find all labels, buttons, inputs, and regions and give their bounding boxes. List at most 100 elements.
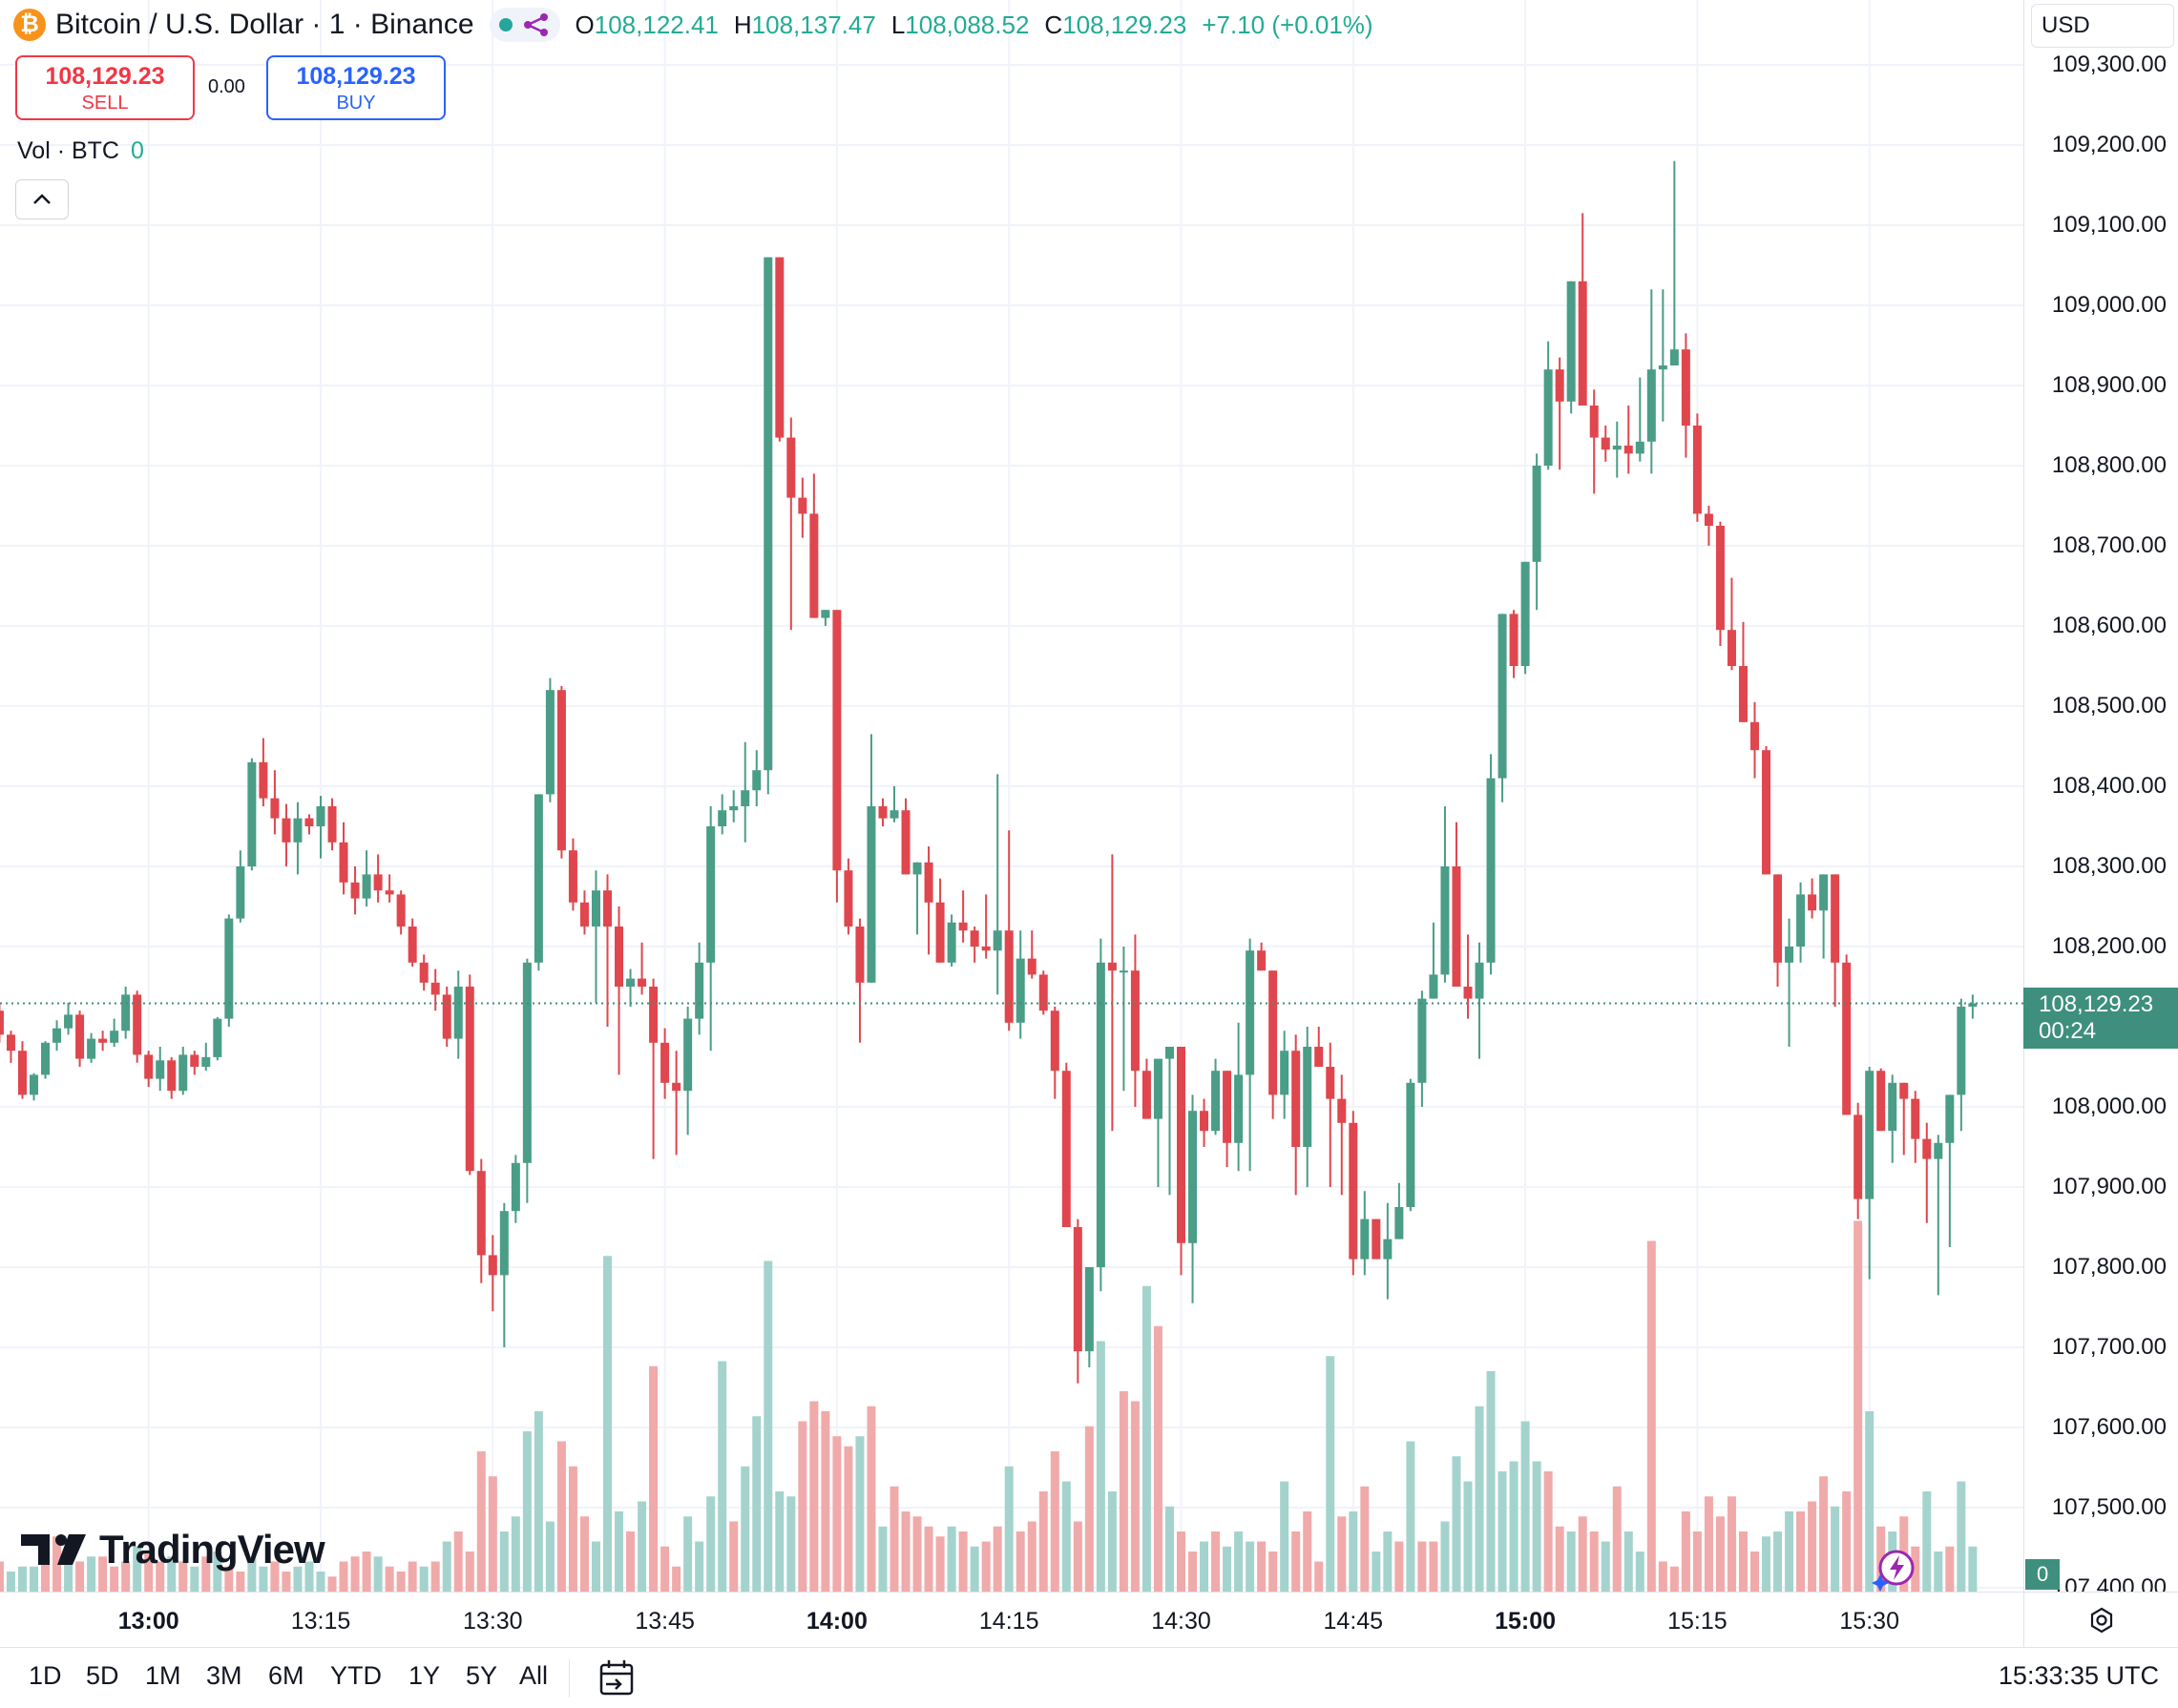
time-tick-label: 13:15 [290,1608,351,1635]
volume-bar [1004,1466,1014,1592]
lightning-assistant-icon[interactable] [1871,1546,1918,1592]
candle [396,890,406,935]
utc-clock[interactable]: 15:33:35 UTC [1998,1661,2159,1690]
candle-body [430,982,440,995]
bitcoin-logo-icon: ₿ [13,9,46,41]
volume-bar [339,1561,348,1592]
currency-select[interactable]: USD [2031,4,2174,48]
candle-body [327,806,337,843]
range-button-5y[interactable]: 5Y [466,1661,498,1690]
candle [832,610,842,903]
candle [1119,947,1128,1092]
candle [87,1032,96,1063]
candle [304,814,314,835]
candle [1934,1135,1943,1296]
chart-pane[interactable]: ₿ Bitcoin / U.S. Dollar · 1 · Binance O1… [0,0,2023,1592]
volume-bar [1853,1220,1863,1592]
chart-settings-corner[interactable] [2023,1592,2178,1647]
range-button-1y[interactable]: 1Y [408,1661,441,1690]
candle [1853,1102,1863,1219]
candle-body [30,1074,38,1095]
volume-bar [1876,1526,1886,1592]
candle [1865,1067,1874,1280]
candle-body [1463,987,1473,999]
range-button-5d[interactable]: 5D [86,1661,119,1690]
time-axis[interactable]: 13:00 13:15 13:30 13:45 14:00 14:15 14:30 14:45… [0,1592,2023,1647]
candle-body [156,1060,165,1079]
candle [1888,1074,1897,1163]
candle-body [236,866,245,919]
volume-bar [912,1516,922,1592]
volume-legend[interactable]: Vol · BTC 0 [17,137,144,165]
volume-bar [1762,1536,1771,1592]
candle-body [1658,365,1667,370]
price-tick-label: 108,300.00 [2051,853,2167,879]
volume-bar [1223,1546,1232,1592]
candle-body [1831,874,1840,963]
candle [1922,1122,1932,1223]
range-button-6m[interactable]: 6M [268,1661,304,1690]
range-button-1d[interactable]: 1D [29,1661,62,1690]
candle [316,796,325,859]
candle [499,1202,509,1347]
candle [1257,942,1267,971]
volume-bar [1692,1531,1702,1592]
candle-body [1406,1082,1415,1207]
candle [1223,1071,1232,1167]
volume-bar [832,1436,842,1592]
tradingview-logo[interactable]: TradingView [21,1527,325,1573]
candle [1280,1031,1289,1119]
candle [1475,942,1484,1059]
candle-body [981,947,991,951]
tradingview-logo-icon [21,1534,86,1565]
candle-body [1750,721,1759,751]
candle [259,738,268,806]
range-button-all[interactable]: All [519,1661,549,1690]
market-status-pill[interactable] [489,8,560,42]
range-button-3m[interactable]: 3M [206,1661,242,1690]
volume-bar [1773,1531,1783,1592]
candle [1876,1068,1886,1132]
price-axis[interactable]: 109,300.00 109,200.00 109,100.00 109,000.00… [2023,0,2178,1600]
candle [133,990,142,1063]
candle [591,870,600,1003]
candle [327,798,337,851]
volume-bar [1153,1325,1162,1592]
candle-body [282,818,291,843]
candle [156,1047,165,1092]
volume-bar [1291,1531,1301,1592]
volume-bar [1704,1496,1713,1592]
candle-body [1669,349,1679,365]
candle [1669,160,1679,365]
candle-body [304,818,314,826]
candle [1246,938,1255,1172]
candlestick-chart[interactable] [0,0,2023,1592]
buy-button[interactable]: 108,129.23 BUY [266,55,446,120]
candle-body [1532,466,1541,562]
sell-button[interactable]: 108,129.23 SELL [15,55,195,120]
candle-body [1211,1071,1221,1132]
candle-body [1234,1074,1244,1143]
range-button-ytd[interactable]: YTD [330,1661,382,1690]
volume-bar [764,1260,773,1592]
candle-body [695,962,704,1019]
price-tick-label: 108,200.00 [2051,933,2167,959]
collapse-legend-button[interactable] [15,179,69,219]
candle [1968,994,1978,1019]
candle-body [522,962,532,1163]
candle [844,858,853,935]
volume-bar [649,1365,659,1592]
candle-body [1349,1122,1358,1260]
candle-body [488,1255,497,1276]
candle-body [419,962,429,983]
candle [110,1018,119,1047]
volume-bar [1440,1521,1450,1592]
candle [201,1042,211,1072]
volume-bar [442,1541,451,1592]
range-button-1m[interactable]: 1M [145,1661,181,1690]
volume-bar [1016,1531,1025,1592]
candle-body [17,1051,27,1095]
calendar-goto-icon[interactable] [597,1657,636,1699]
candle-body [350,882,360,899]
symbol-title[interactable]: Bitcoin / U.S. Dollar · 1 · Binance [55,9,474,40]
